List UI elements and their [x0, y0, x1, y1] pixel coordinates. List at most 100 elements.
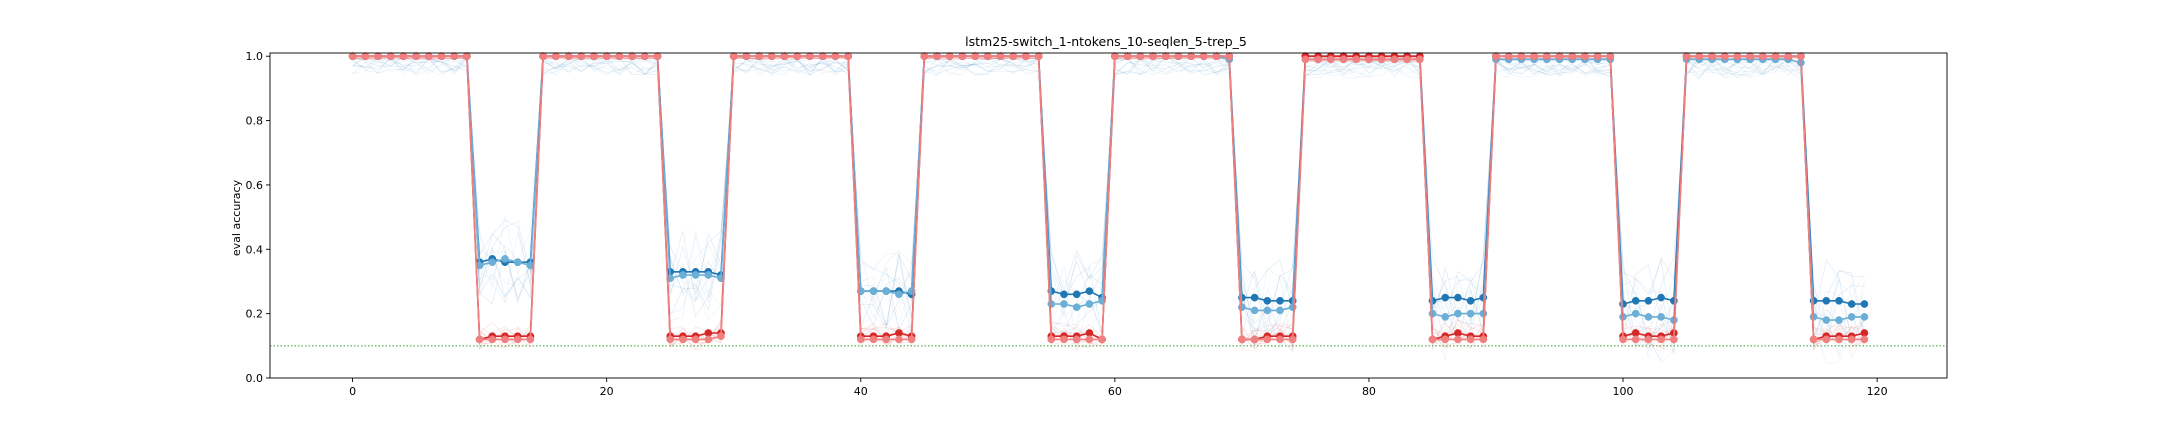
data-point: [666, 335, 675, 344]
data-point: [1288, 335, 1297, 344]
data-point: [1454, 335, 1462, 344]
data-point: [869, 287, 878, 295]
data-point: [844, 52, 852, 61]
data-point: [1733, 52, 1742, 61]
data-point: [437, 52, 446, 61]
data-point: [1746, 52, 1754, 61]
data-point: [1466, 309, 1475, 318]
data-point: [996, 52, 1005, 61]
data-point: [1644, 296, 1653, 305]
data-point: [412, 52, 420, 61]
data-point: [945, 52, 954, 61]
data-point: [1161, 52, 1170, 61]
data-point: [1276, 335, 1284, 344]
data-point: [1276, 296, 1284, 305]
axes-group: 0 20 40 60 80 100 120 0.0 0.2 0.4 0.6 0.8 1.0: [246, 50, 1948, 398]
data-point: [539, 52, 547, 61]
data-point: [552, 52, 560, 61]
data-point: [1695, 52, 1704, 61]
data-point: [1225, 52, 1234, 61]
data-point: [895, 329, 903, 337]
data-point: [615, 52, 624, 61]
data-point: [1771, 52, 1780, 61]
data-point: [983, 52, 992, 61]
data-point: [1466, 296, 1475, 305]
data-point: [691, 271, 700, 279]
data-point: [1339, 55, 1348, 64]
data-point: [1072, 303, 1081, 312]
data-point: [1072, 335, 1081, 344]
data-point: [1428, 335, 1437, 344]
data-point: [907, 335, 916, 344]
data-point: [1555, 52, 1564, 61]
chart-title: lstm25-switch_1-ntokens_10-seqlen_5-trep…: [965, 34, 1247, 49]
data-point: [1847, 300, 1856, 308]
data-point: [806, 52, 814, 61]
data-point: [386, 52, 395, 61]
y-tick-label: 0.2: [246, 308, 264, 321]
data-point: [1365, 55, 1373, 64]
data-point: [513, 335, 522, 344]
data-point: [1263, 335, 1272, 344]
x-tick-label: 100: [1613, 385, 1634, 398]
data-point: [1835, 316, 1843, 324]
data-point: [450, 52, 459, 61]
y-tick-label: 0.6: [246, 179, 264, 192]
y-tick-label: 0.4: [246, 243, 264, 256]
data-point: [399, 52, 408, 61]
data-point: [1860, 335, 1869, 344]
data-point: [1847, 313, 1856, 321]
data-point: [1123, 52, 1132, 61]
data-point: [920, 52, 929, 61]
y-axis-label: eval accuracy: [230, 179, 243, 256]
data-point: [1352, 55, 1361, 64]
data-point: [679, 335, 687, 344]
data-point: [501, 255, 509, 263]
data-point: [1530, 52, 1538, 61]
data-point: [1199, 52, 1208, 61]
data-point: [1822, 316, 1831, 324]
data-point: [1415, 55, 1424, 64]
data-point: [856, 335, 865, 344]
data-point: [1085, 335, 1094, 344]
data-point: [1822, 335, 1831, 344]
data-point: [1454, 309, 1462, 318]
data-point: [1631, 335, 1640, 344]
data-point: [628, 52, 636, 61]
data-point: [1441, 313, 1450, 321]
data-point: [1720, 52, 1729, 61]
data-point: [1619, 335, 1627, 344]
data-point: [424, 52, 433, 61]
data-point: [1314, 55, 1322, 64]
data-point: [1072, 290, 1081, 299]
data-point: [1174, 52, 1183, 61]
data-point: [590, 52, 598, 61]
data-point: [869, 335, 878, 344]
data-point: [793, 52, 802, 61]
data-point: [463, 52, 471, 61]
data-point: [1657, 293, 1665, 302]
y-tick-label: 0.0: [246, 372, 264, 385]
data-point: [1606, 52, 1615, 61]
data-point: [1085, 287, 1094, 295]
data-point: [895, 335, 903, 344]
data-point: [348, 52, 357, 61]
data-point: [1847, 335, 1856, 344]
data-point: [526, 335, 535, 344]
data-point: [933, 52, 941, 61]
data-point: [1301, 55, 1310, 64]
data-point: [1149, 52, 1157, 61]
series: [348, 52, 1869, 344]
data-point: [691, 335, 700, 344]
data-point: [1377, 55, 1386, 64]
data-point: [1238, 303, 1246, 312]
data-point: [1326, 55, 1335, 64]
data-point: [1390, 55, 1399, 64]
data-point: [742, 52, 751, 61]
data-point: [704, 329, 713, 337]
data-point: [1250, 293, 1259, 302]
data-point: [1631, 309, 1640, 318]
data-point: [818, 52, 827, 61]
x-tick-label: 20: [600, 385, 614, 398]
